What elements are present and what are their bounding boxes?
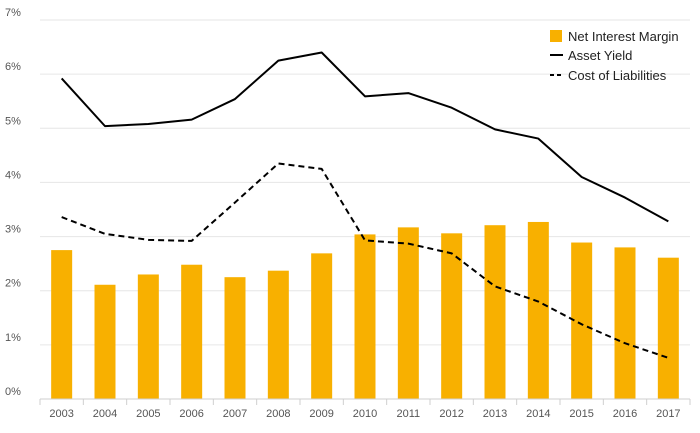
bar-net-interest-margin [571, 242, 593, 399]
x-tick-label: 2016 [613, 408, 637, 420]
x-tick-label: 2004 [93, 408, 117, 420]
line-cost-of-liabilities [61, 162, 669, 359]
line-series [60, 51, 669, 359]
y-tick-label: 5% [5, 115, 21, 127]
bar-net-interest-margin [94, 284, 116, 399]
x-tick-label: 2017 [656, 408, 680, 420]
bar-net-interest-margin [484, 225, 506, 399]
x-tick-label: 2003 [49, 408, 73, 420]
bar-net-interest-margin [267, 270, 289, 399]
legend-label-asset-yield: Asset Yield [568, 48, 632, 63]
bar-net-interest-margin [311, 253, 333, 399]
bar-net-interest-margin [137, 274, 159, 399]
bar-net-interest-margin [397, 227, 419, 399]
x-tick-label: 2013 [483, 408, 507, 420]
y-tick-label: 7% [5, 7, 21, 19]
legend-label-cost-of-liabilities: Cost of Liabilities [568, 68, 667, 83]
y-tick-label: 1% [5, 332, 21, 344]
legend-swatch-net-interest-margin [550, 30, 562, 42]
bar-net-interest-margin [614, 247, 636, 399]
bar-net-interest-margin [51, 250, 73, 399]
line-asset-yield [60, 51, 669, 223]
y-tick-label: 6% [5, 61, 21, 73]
bar-net-interest-margin [354, 234, 376, 399]
y-tick-label: 2% [5, 278, 21, 290]
x-tick-label: 2015 [569, 408, 593, 420]
y-axis: 0% 1% 2% 3% 4% 5% 6% 7% [5, 7, 21, 398]
bar-net-interest-margin [181, 264, 203, 399]
x-tick-label: 2012 [439, 408, 463, 420]
bar-net-interest-margin [441, 233, 463, 399]
x-tick-label: 2006 [179, 408, 203, 420]
x-tick-label: 2009 [309, 408, 333, 420]
bar-net-interest-margin [657, 257, 679, 399]
x-tick-label: 2007 [223, 408, 247, 420]
bar-net-interest-margin [527, 221, 549, 399]
x-tick-label: 2010 [353, 408, 377, 420]
x-axis: 2003 2004 2005 2006 2007 2008 2009 2010 2011 2012… [39, 398, 691, 420]
x-tick-label: 2005 [136, 408, 160, 420]
x-tick-label: 2008 [266, 408, 290, 420]
y-tick-label: 0% [5, 386, 21, 398]
legend-label-net-interest-margin: Net Interest Margin [568, 29, 679, 44]
y-tick-label: 3% [5, 224, 21, 236]
bar-series [51, 221, 679, 399]
x-tick-label: 2011 [397, 408, 421, 420]
x-tick-label: 2014 [526, 408, 550, 420]
bar-net-interest-margin [224, 277, 246, 399]
legend: Net Interest Margin Asset Yield Cost of … [550, 29, 679, 83]
y-tick-label: 4% [5, 169, 21, 181]
